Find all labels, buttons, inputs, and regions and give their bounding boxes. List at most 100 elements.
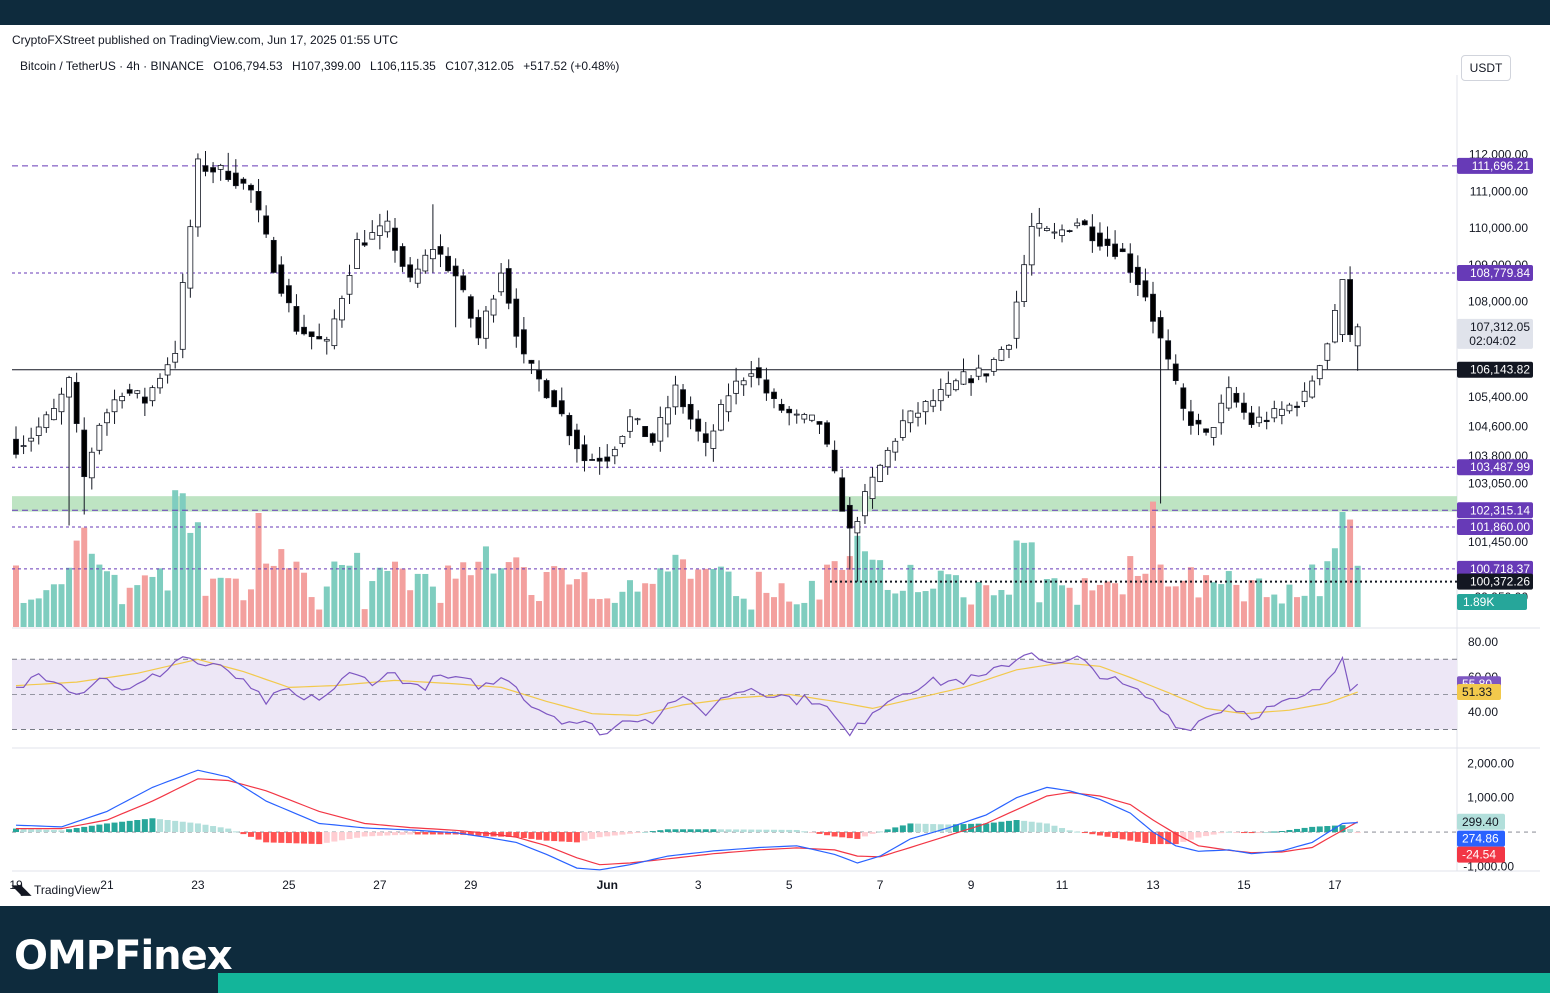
candle-up xyxy=(346,275,353,295)
candle-down xyxy=(141,396,148,404)
volume-bars xyxy=(13,490,1361,627)
volume-bar xyxy=(899,590,906,627)
ohlc-open: O106,794.53 xyxy=(213,59,283,73)
volume-bar xyxy=(1203,575,1210,627)
volume-bar xyxy=(1028,542,1035,627)
volume-bar xyxy=(20,602,27,627)
volume-bar xyxy=(1271,594,1278,627)
macd-histogram-bar xyxy=(748,829,755,833)
volume-bar xyxy=(149,576,156,627)
time-tick-label: 5 xyxy=(786,878,793,892)
volume-bar xyxy=(1324,561,1331,627)
price-tick-label: 103,050.00 xyxy=(1468,476,1528,490)
macd-tick-label: 1,000.00 xyxy=(1467,791,1514,805)
macd-histogram-bar xyxy=(498,832,505,837)
macd-histogram-bar xyxy=(35,829,42,833)
candle-down xyxy=(316,336,323,340)
candle-up xyxy=(429,248,436,260)
volume-bar xyxy=(771,597,777,627)
candle-up xyxy=(354,239,361,269)
candle-up xyxy=(907,410,914,424)
volume-bar xyxy=(664,571,671,627)
candle-down xyxy=(816,421,823,425)
published-caption: CryptoFXStreet published on TradingView.… xyxy=(12,33,398,47)
candle-down xyxy=(1188,411,1194,426)
macd-histogram-bar xyxy=(1203,832,1210,837)
macd-histogram-bar xyxy=(1271,831,1278,833)
candle-up xyxy=(657,417,664,442)
currency-button[interactable]: USDT xyxy=(1461,55,1511,81)
time-tick-label: 27 xyxy=(373,878,387,892)
candle-up xyxy=(945,383,952,396)
volume-bar xyxy=(316,609,323,627)
candle-up xyxy=(414,268,421,284)
macd-histogram-bar xyxy=(1165,832,1172,845)
macd-histogram-bar xyxy=(1134,832,1141,842)
volume-bar xyxy=(1066,587,1073,627)
candle-up xyxy=(1339,279,1346,336)
volume-bar xyxy=(869,559,876,627)
candle-up xyxy=(96,424,103,451)
macd-histogram-bar xyxy=(892,827,899,833)
volume-bar xyxy=(642,583,649,627)
volume-bar xyxy=(376,567,383,627)
candle-down xyxy=(1097,232,1103,247)
current-price-label: 107,312.05 xyxy=(1470,320,1530,334)
candle-down xyxy=(225,170,232,180)
price-level-tag-label: 100,718.37 xyxy=(1470,562,1530,576)
candle-up xyxy=(1316,365,1323,380)
volume-tag xyxy=(1457,594,1527,610)
candle-down xyxy=(255,191,262,211)
candle-up xyxy=(899,420,906,438)
macd-histogram-bar xyxy=(589,832,596,839)
axis-labels: 111,696.21 108,779.84 106,143.82 103,487.99… xyxy=(1457,157,1533,610)
symbol-name[interactable]: Bitcoin / TetherUS · 4h · BINANCE xyxy=(20,59,204,73)
macd-histogram-bar xyxy=(1142,832,1149,843)
volume-bar xyxy=(937,570,944,627)
volume-bar xyxy=(884,589,891,627)
volume-bar xyxy=(202,595,209,627)
macd-histogram-bar xyxy=(1112,832,1119,839)
candle-up xyxy=(51,408,57,421)
bar-countdown-label: 02:04:02 xyxy=(1469,334,1516,348)
macd-histogram-bar xyxy=(1104,832,1111,837)
candle-up xyxy=(384,220,391,233)
candle-up xyxy=(1074,222,1081,227)
volume-bar xyxy=(1059,585,1066,627)
candle-up xyxy=(1301,390,1308,403)
macd-histogram-bar xyxy=(642,831,649,833)
price-tick-label: 110,000.00 xyxy=(1469,221,1528,235)
candle-down xyxy=(13,438,19,455)
volume-bar xyxy=(1240,601,1247,627)
macd-histogram-bar xyxy=(786,829,793,833)
volume-bar xyxy=(816,599,823,627)
volume-bar xyxy=(35,598,42,627)
macd-histogram-bar xyxy=(1013,820,1020,833)
time-tick-label: 3 xyxy=(695,878,702,892)
macd-histogram-bar xyxy=(399,832,406,835)
price-level-tag xyxy=(1457,519,1533,536)
volume-bar xyxy=(581,572,588,627)
volume-bar xyxy=(88,553,95,627)
volume-bar xyxy=(392,561,398,627)
macd-histogram-bar xyxy=(702,829,709,833)
candle-up xyxy=(793,413,800,416)
chart-card: CryptoFXStreet published on TradingView.… xyxy=(0,25,1550,906)
volume-bar xyxy=(1036,602,1043,627)
candle-up xyxy=(619,435,626,444)
price-level-tag-label: 100,372.26 xyxy=(1470,575,1530,589)
time-tick-label: 17 xyxy=(1328,878,1342,892)
macd-histogram-bar xyxy=(1172,832,1179,845)
macd-histogram-bar xyxy=(437,832,444,835)
time-tick-label: 29 xyxy=(464,878,478,892)
macd-histogram-bar xyxy=(407,832,414,835)
volume-bar xyxy=(1309,564,1316,627)
tradingview-logo[interactable]: ◥◣ TradingView xyxy=(12,882,100,898)
price-level-tag-label: 101,860.00 xyxy=(1470,520,1530,534)
candle-up xyxy=(339,298,345,321)
candle-down xyxy=(1203,428,1209,433)
macd-value-label: 274.86 xyxy=(1462,832,1499,846)
volume-bar xyxy=(285,568,292,627)
candle-down xyxy=(1172,363,1179,382)
